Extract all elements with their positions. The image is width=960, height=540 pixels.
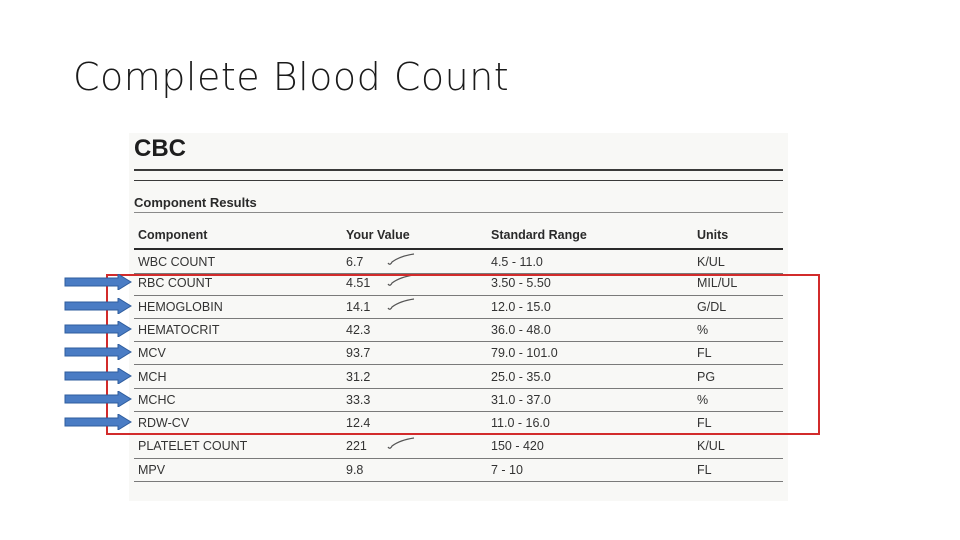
table-row: MCV 93.7 79.0 - 101.0 FL [134,341,783,366]
range-cell: 7 - 10 [491,462,523,477]
column-header-value: Your Value [346,228,410,242]
arrow-icon [64,320,132,337]
checkmark-icon [386,437,416,451]
arrow-icon [64,274,132,291]
arrow-icon [64,344,132,361]
value-cell: 9.8 [346,462,364,477]
units-cell: FL [697,462,712,477]
checkmark-icon [386,253,416,267]
slide-title: Complete Blood Count [73,55,510,99]
value-cell: 31.2 [346,369,371,384]
arrow-icon [64,297,132,314]
table-row: HEMATOCRIT 42.3 36.0 - 48.0% [134,318,783,343]
table-row: RDW-CV 12.4 11.0 - 16.0 FL [134,411,783,436]
table-row: HEMOGLOBIN 14.1 12.0 - 15.0 G/DL [134,295,783,319]
value-cell: 93.7 [346,346,371,361]
range-cell: 12.0 - 15.0 [491,299,551,314]
units-cell: FL [697,416,712,431]
column-header-units: Units [697,228,729,242]
value-cell: 42.3 [346,322,371,337]
value-cell: 12.4 [346,416,371,431]
arrow-icon [64,390,132,407]
range-cell: 11.0 - 16.0 [491,416,550,431]
table-row: MCH 31.2 25.0 - 35.0 PG [134,365,783,389]
units-cell: K/UL [697,439,725,454]
column-header-range: Standard Range [491,228,587,242]
component-cell: MCV [138,346,166,361]
range-cell: 3.50 - 5.50 [491,276,551,291]
checkmark-icon [386,297,416,312]
component-cell: HEMOGLOBIN [138,299,223,314]
units-cell: % [697,322,709,337]
units-cell: K/UL [697,255,725,269]
arrow-icon [64,367,132,384]
component-cell: MPV [138,462,166,477]
range-cell: 31.0 - 37.0 [491,392,551,407]
range-cell: 79.0 - 101.0 [491,346,558,361]
arrow-icon [64,414,132,431]
component-cell: RBC COUNT [138,276,213,291]
component-cell: HEMATOCRIT [138,322,220,337]
value-cell: 6.7 [346,255,364,269]
component-cell: RDW-CV [138,416,190,431]
table-row: PLATELET COUNT 221 150 - 420 K/UL [134,434,783,459]
units-cell: G/DL [697,299,727,314]
component-cell: WBC COUNT [138,255,216,269]
checkmark-icon [386,274,416,288]
table-row: MPV 9.8 7 - 10 FL [134,458,783,482]
component-cell: PLATELET COUNT [138,439,248,454]
heading-rule-thin [134,180,783,181]
units-cell: FL [697,346,712,361]
table-row: WBC COUNT 6.7 4.5 - 11.0 K/UL [134,248,783,275]
component-cell: MCHC [138,392,176,407]
units-cell: MIL/UL [697,276,738,291]
table-row: MCHC 33.3 31.0 - 37.0% [134,388,783,413]
value-cell: 4.51 [346,276,371,291]
heading-rule [134,169,783,171]
value-cell: 33.3 [346,392,371,407]
value-cell: 14.1 [346,299,371,314]
table-row: RBC COUNT 4.51 3.50 - 5.50 MIL/UL [134,271,783,296]
range-cell: 36.0 - 48.0 [491,322,551,337]
range-cell: 25.0 - 35.0 [491,369,551,384]
cbc-report-image: CBC Component Results Component Your Val… [129,133,788,501]
column-header-component: Component [138,228,208,242]
section-label: Component Results [134,195,257,210]
units-cell: PG [697,369,716,384]
component-cell: MCH [138,369,167,384]
range-cell: 150 - 420 [491,439,544,454]
section-rule [134,212,783,213]
value-cell: 221 [346,439,367,454]
range-cell: 4.5 - 11.0 [491,255,543,269]
report-heading: CBC [134,135,186,162]
units-cell: % [697,392,709,407]
